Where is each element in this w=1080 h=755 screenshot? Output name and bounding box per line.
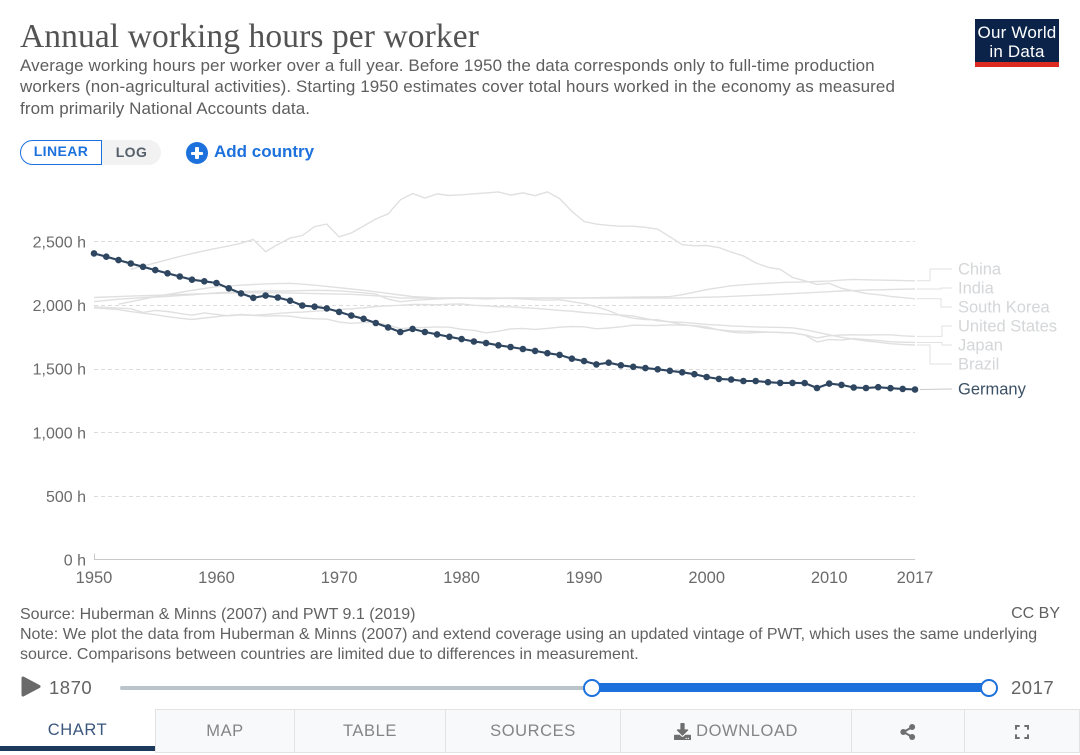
svg-text:United States: United States: [958, 318, 1057, 336]
svg-text:2000: 2000: [688, 569, 725, 587]
svg-text:China: China: [958, 261, 1002, 279]
svg-text:1950: 1950: [76, 569, 113, 587]
svg-text:2,500 h: 2,500 h: [33, 234, 86, 251]
svg-text:Germany: Germany: [958, 381, 1027, 399]
svg-text:2017: 2017: [897, 569, 934, 587]
svg-text:0 h: 0 h: [64, 553, 86, 570]
svg-text:Japan: Japan: [958, 337, 1003, 355]
svg-text:1980: 1980: [443, 569, 480, 587]
svg-text:2010: 2010: [811, 569, 848, 587]
svg-text:Brazil: Brazil: [958, 356, 999, 374]
svg-text:India: India: [958, 280, 995, 298]
svg-text:1960: 1960: [198, 569, 235, 587]
svg-text:2,000 h: 2,000 h: [33, 298, 86, 315]
svg-text:1,500 h: 1,500 h: [33, 362, 86, 379]
svg-text:1990: 1990: [566, 569, 603, 587]
svg-text:1,000 h: 1,000 h: [33, 425, 86, 442]
svg-text:1970: 1970: [321, 569, 358, 587]
svg-text:500 h: 500 h: [46, 489, 86, 506]
svg-text:South Korea: South Korea: [958, 299, 1051, 317]
